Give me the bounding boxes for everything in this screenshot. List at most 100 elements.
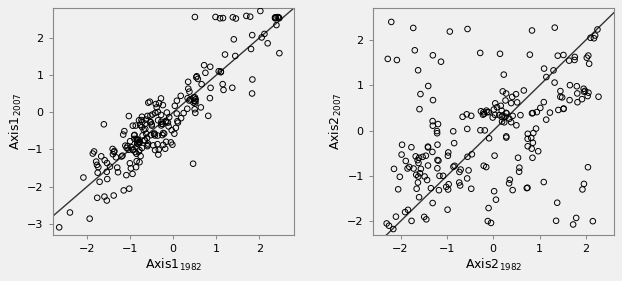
Point [137,146,147,150]
Point [391,214,401,219]
Point [227,85,237,90]
Point [434,158,443,163]
Point [545,110,555,115]
Point [166,140,176,145]
Point [539,180,549,184]
Point [412,158,422,162]
Point [572,91,582,96]
Point [134,148,144,152]
Point [247,91,257,96]
Point [192,75,202,80]
Point [422,178,432,182]
Point [147,112,157,117]
Point [497,115,507,119]
Point [559,107,569,111]
Point [245,14,255,19]
Point [478,110,488,114]
Point [109,149,119,153]
Point [105,164,115,169]
Point [139,138,149,143]
Point [216,70,226,74]
Point [393,187,403,192]
Point [183,96,193,101]
Point [572,100,582,105]
Point [557,95,567,100]
Point [438,174,448,178]
Point [247,33,257,37]
Point [480,128,490,133]
Point [158,122,168,126]
Point [554,108,564,112]
Point [154,152,164,157]
Point [248,77,258,82]
Point [102,161,112,165]
Point [271,15,281,20]
Point [146,114,156,118]
Point [172,111,182,116]
Point [404,165,414,169]
Point [156,96,166,101]
Point [488,115,498,120]
Point [118,132,128,137]
Point [415,171,425,176]
Point [466,187,476,191]
Point [111,155,121,160]
Point [513,155,523,160]
Point [501,134,511,139]
Point [496,103,506,108]
Point [270,16,280,21]
Point [113,170,123,175]
Point [102,169,112,174]
Point [157,133,167,137]
Point [200,71,210,75]
Point [481,108,491,113]
Point [414,161,424,165]
Point [215,16,225,21]
Point [522,185,532,190]
Point [220,52,230,57]
Point [514,166,524,170]
Point [218,88,228,92]
Point [481,165,491,169]
Point [129,137,139,141]
Point [490,101,500,106]
Point [169,132,179,136]
Point [494,113,504,117]
Point [133,141,143,145]
Point [541,75,551,79]
Point [462,112,471,117]
Point [406,145,416,149]
Point [271,23,281,27]
Point [553,53,563,58]
Point [123,144,132,148]
Point [141,132,151,136]
Point [489,189,499,194]
Point [463,168,473,173]
Point [270,15,280,20]
Point [501,111,511,116]
Point [427,150,437,154]
Point [170,104,180,108]
Point [526,136,536,140]
Point [161,120,171,124]
Point [126,145,136,149]
Point [388,227,398,231]
Point [125,161,135,166]
Point [147,122,157,127]
Point [196,105,206,110]
Point [190,15,200,19]
Point [584,62,594,66]
Point [128,123,138,128]
Point [527,146,537,151]
Point [443,187,453,192]
Point [423,163,433,168]
Point [478,112,488,117]
Point [479,112,489,116]
Point [415,92,425,96]
X-axis label: Axis1$_\mathregular{1982}$: Axis1$_\mathregular{1982}$ [144,257,202,273]
Point [423,145,433,150]
Point [412,187,422,191]
Point [134,160,144,164]
Point [142,136,152,140]
Point [152,105,162,110]
